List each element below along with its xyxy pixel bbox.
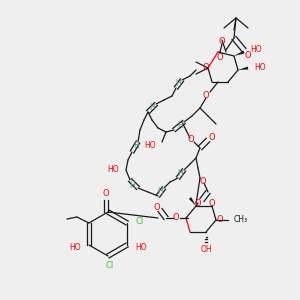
Text: O: O (217, 214, 223, 224)
Text: H: H (177, 121, 183, 130)
Text: O: O (203, 64, 209, 73)
Text: H: H (157, 187, 163, 196)
Text: H: H (129, 181, 135, 190)
Text: O: O (203, 92, 209, 100)
Text: O: O (154, 202, 160, 211)
Text: H: H (149, 103, 155, 112)
Text: HO: HO (144, 140, 156, 149)
Text: O: O (219, 37, 225, 46)
Text: O: O (209, 133, 215, 142)
Text: O: O (209, 200, 215, 208)
Text: Cl: Cl (135, 217, 143, 226)
Text: O: O (188, 134, 194, 143)
Text: O: O (200, 176, 206, 185)
Text: Cl: Cl (106, 262, 114, 271)
Text: O: O (103, 190, 109, 199)
Text: O: O (245, 52, 251, 61)
Text: HO: HO (250, 46, 262, 55)
Text: CH₃: CH₃ (234, 215, 248, 224)
Text: HO: HO (254, 62, 266, 71)
Text: H: H (175, 79, 181, 88)
Text: HO: HO (107, 166, 119, 175)
Polygon shape (189, 197, 196, 206)
Text: HO: HO (69, 242, 81, 251)
Text: O: O (195, 199, 201, 208)
Text: H: H (177, 169, 183, 178)
Text: H: H (133, 142, 139, 151)
Polygon shape (238, 67, 248, 70)
Text: HO: HO (135, 242, 147, 251)
Polygon shape (234, 51, 244, 56)
Text: O: O (173, 214, 179, 223)
Text: O: O (217, 53, 223, 62)
Text: OH: OH (200, 244, 212, 253)
